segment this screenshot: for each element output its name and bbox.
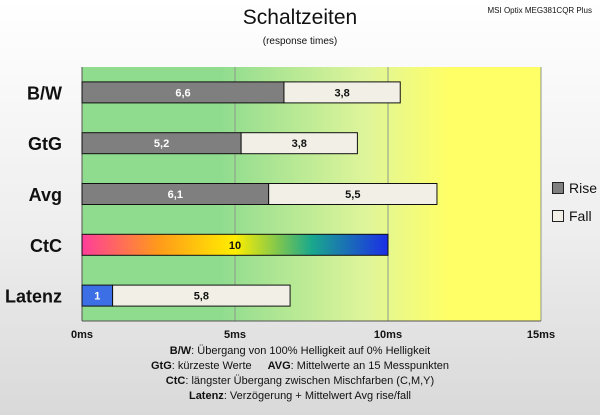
footnote-gtg-key: GtG (150, 360, 172, 372)
footnote-bw: B/W: Übergang von 100% Helligkeit auf 0%… (0, 344, 600, 359)
chart-subtitle: (response times) (262, 36, 338, 47)
bar-label-fall: 3,8 (334, 87, 349, 99)
footnote-latency-key: Latenz (188, 390, 224, 402)
category-label: GtG (28, 134, 62, 154)
footnote-avg-text: : Mittelwerte an 15 Messpunkten (290, 360, 450, 372)
footnotes: B/W: Übergang von 100% Helligkeit auf 0%… (0, 344, 600, 404)
bar-fall (268, 183, 438, 205)
response-time-chart: 6,6 3,8 5,2 3,8 6,1 5,5 10 1 5,8 B/W GtG Avg CtC Lat… (5, 67, 555, 341)
footnote-avg-key: AVG (267, 360, 291, 372)
bar-fall (240, 132, 358, 155)
footnote-gtg-text: : kürzeste Werte (171, 360, 252, 372)
footnote-latency-text: : Verzögerung + Mittelwert Avg rise/fall (223, 390, 412, 402)
footnote-gtg-avg: GtG: kürzeste Werte AVG: Mittelwerte an 1… (0, 359, 600, 374)
legend-item-fall: Fall (552, 206, 597, 226)
footnote-ctc: CtC: längster Übergang zwischen Mischfar… (0, 374, 600, 389)
category-labels: B/W GtG Avg CtC Latenz (5, 83, 62, 306)
x-tick-label: 0ms (71, 329, 93, 341)
bar-label-fall: 5,8 (194, 291, 209, 303)
bars-group: 6,6 3,8 5,2 3,8 6,1 5,5 10 1 5,8 (81, 81, 438, 307)
monitor-name: MSI Optix MEG381CQR Plus (487, 6, 592, 15)
legend-item-rise: Rise (552, 178, 597, 198)
bar-label-rise: 6,1 (168, 189, 183, 201)
bar-label-latency-delay: 1 (94, 291, 100, 303)
category-label: CtC (30, 236, 62, 256)
category-label: Latenz (5, 287, 62, 307)
legend: Rise Fall (552, 178, 597, 234)
footnote-ctc-key: CtC (165, 375, 186, 387)
footnote-bw-key: B/W (169, 345, 192, 357)
x-tick-label: 15ms (527, 329, 555, 341)
bar-ctc (81, 233, 389, 256)
category-label: B/W (27, 83, 62, 103)
category-label: Avg (29, 185, 62, 205)
legend-label-rise: Rise (569, 180, 598, 196)
footnote-bw-text: : Übergang von 100% Helligkeit auf 0% He… (191, 345, 431, 357)
bar-fall (283, 81, 401, 104)
bar-label-rise: 5,2 (154, 138, 169, 150)
bar-fall (112, 284, 291, 307)
legend-swatch-rise (552, 182, 564, 194)
bar-label-fall: 3,8 (292, 138, 307, 150)
chart-title: Schaltzeiten (242, 6, 358, 29)
x-tick-label: 10ms (374, 329, 402, 341)
x-tick-labels: 0ms 5ms 10ms 15ms (71, 329, 555, 341)
legend-swatch-fall (552, 210, 564, 222)
bar-label-ctc: 10 (229, 240, 241, 252)
legend-label-fall: Fall (569, 208, 592, 224)
footnote-latency: Latenz: Verzögerung + Mittelwert Avg ris… (0, 389, 600, 404)
footnote-ctc-text: : längster Übergang zwischen Mischfarben… (185, 375, 435, 387)
bar-label-fall: 5,5 (345, 189, 360, 201)
x-tick-label: 5ms (224, 329, 246, 341)
bar-label-rise: 6,6 (175, 87, 190, 99)
